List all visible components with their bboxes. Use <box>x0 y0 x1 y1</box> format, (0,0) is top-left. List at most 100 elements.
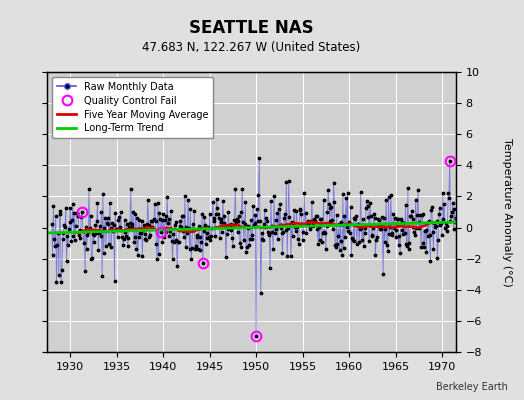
Point <box>249 222 258 228</box>
Point <box>326 205 335 212</box>
Point <box>245 242 254 249</box>
Point <box>56 211 64 217</box>
Point <box>347 252 356 258</box>
Point <box>176 218 184 224</box>
Point <box>387 230 396 236</box>
Point <box>144 196 152 203</box>
Point <box>296 206 304 212</box>
Point <box>303 220 311 226</box>
Point <box>207 233 215 239</box>
Point <box>90 239 98 245</box>
Point <box>343 224 351 230</box>
Point <box>337 238 345 244</box>
Point <box>199 260 207 266</box>
Point <box>320 228 329 235</box>
Point <box>413 212 421 218</box>
Point <box>215 215 223 221</box>
Point <box>363 198 371 204</box>
Point <box>401 230 409 236</box>
Point <box>145 234 154 240</box>
Point <box>371 252 379 258</box>
Point <box>170 239 178 245</box>
Point <box>230 222 238 228</box>
Point <box>433 255 442 261</box>
Point <box>352 212 360 219</box>
Point <box>129 238 138 245</box>
Point <box>373 234 381 240</box>
Point <box>95 230 103 236</box>
Point <box>111 210 119 216</box>
Point <box>322 223 331 230</box>
Point <box>318 239 326 246</box>
Point <box>379 271 387 278</box>
Point <box>218 229 226 236</box>
Point <box>278 230 286 236</box>
Point <box>381 226 390 232</box>
Point <box>59 230 68 236</box>
Point <box>298 221 306 227</box>
Point <box>279 229 288 236</box>
Point <box>449 200 457 206</box>
Point <box>430 220 439 226</box>
Point <box>241 198 249 205</box>
Point <box>64 242 72 248</box>
Point <box>57 279 66 285</box>
Point <box>309 220 318 227</box>
Point <box>135 217 144 223</box>
Point <box>398 226 407 233</box>
Point <box>357 225 366 232</box>
Point <box>364 214 373 220</box>
Point <box>64 226 73 232</box>
Point <box>414 225 423 231</box>
Point <box>305 224 314 230</box>
Point <box>324 186 332 193</box>
Point <box>68 216 76 223</box>
Point <box>365 238 374 244</box>
Point <box>417 244 425 250</box>
Point <box>450 226 458 233</box>
Point <box>308 199 316 206</box>
Point <box>285 213 293 220</box>
Point <box>161 217 169 223</box>
Point <box>106 200 114 206</box>
Point <box>372 237 380 243</box>
Point <box>236 244 245 251</box>
Point <box>140 222 148 228</box>
Point <box>407 213 415 219</box>
Point <box>194 246 202 252</box>
Point <box>237 208 246 215</box>
Point <box>171 222 179 228</box>
Point <box>356 188 365 195</box>
Point <box>297 211 305 217</box>
Point <box>330 180 338 186</box>
Point <box>150 200 159 207</box>
Point <box>81 268 89 274</box>
Point <box>254 218 262 224</box>
Point <box>354 220 363 227</box>
Point <box>103 220 111 226</box>
Point <box>233 216 241 222</box>
Point <box>217 216 225 222</box>
Point <box>244 224 253 231</box>
Point <box>292 207 301 214</box>
Point <box>187 256 195 262</box>
Point <box>391 227 400 234</box>
Point <box>394 216 402 222</box>
Point <box>118 234 126 240</box>
Point <box>348 235 356 241</box>
Point <box>309 223 317 230</box>
Point <box>93 218 101 224</box>
Point <box>452 215 460 222</box>
Point <box>62 258 71 265</box>
Point <box>203 234 212 241</box>
Point <box>250 220 259 226</box>
Point <box>145 222 153 228</box>
Point <box>121 229 129 236</box>
Point <box>78 209 86 215</box>
Point <box>139 227 147 233</box>
Point <box>396 250 405 256</box>
Point <box>339 191 347 198</box>
Point <box>101 215 110 222</box>
Point <box>172 237 181 243</box>
Point <box>198 210 206 217</box>
